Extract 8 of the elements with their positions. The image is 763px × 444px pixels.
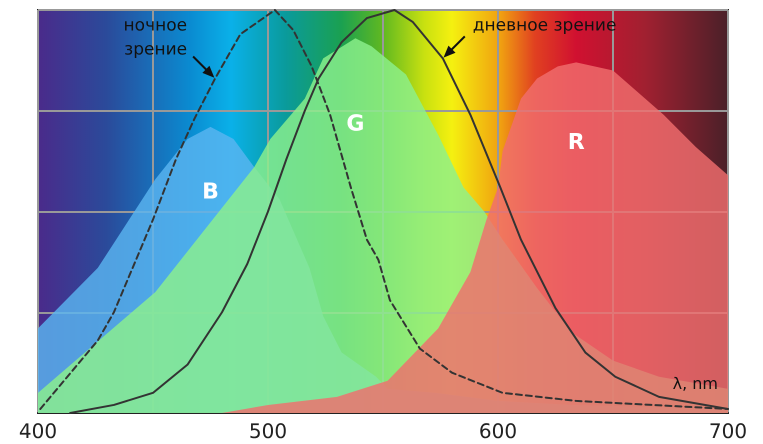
x-axis-title: λ, nm: [672, 374, 718, 393]
x-tick-label: 400: [18, 419, 58, 443]
series-label: R: [568, 130, 585, 156]
series-label: B: [202, 180, 219, 205]
series-label: G: [346, 111, 364, 136]
x-tick-label: 500: [248, 419, 288, 443]
x-tick-label: 700: [708, 419, 748, 443]
x-tick-label: 600: [478, 419, 518, 443]
